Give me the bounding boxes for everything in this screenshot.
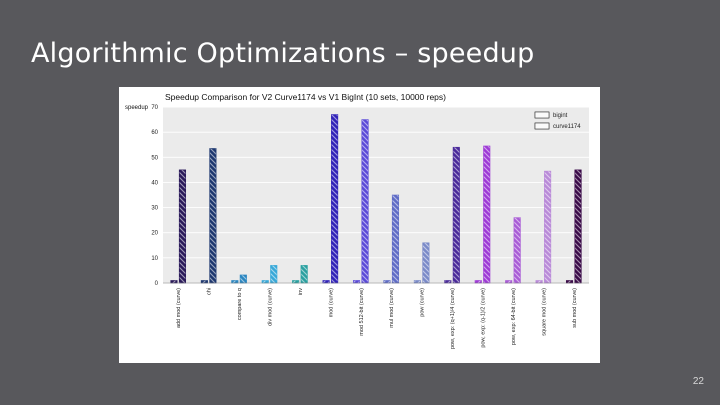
bar-bigint bbox=[352, 280, 361, 284]
x-tick-label: mul mod (curve) bbox=[389, 288, 395, 328]
y-tick-label: 60 bbox=[151, 130, 158, 136]
bar-curve1174 bbox=[544, 170, 552, 284]
x-tick-label: square mod (curve) bbox=[541, 288, 547, 336]
y-tick-label: 70 bbox=[151, 105, 158, 111]
bar-curve1174 bbox=[513, 217, 521, 284]
bar-curve1174 bbox=[178, 169, 187, 284]
legend-label: bigint bbox=[553, 113, 568, 119]
legend-swatch-hatch bbox=[534, 122, 550, 130]
bar-curve1174 bbox=[270, 265, 278, 284]
x-tick-label: add mod (curve) bbox=[176, 288, 182, 328]
bar-bigint bbox=[200, 280, 208, 284]
x-tick-label: pow, exp: 64-bit (curve) bbox=[511, 288, 517, 345]
bar-curve1174 bbox=[209, 148, 217, 284]
y-tick-label: 0 bbox=[155, 281, 159, 287]
x-tick-label: mod 512-bit (curve) bbox=[359, 288, 365, 336]
bar-curve1174 bbox=[361, 119, 369, 284]
plot-area bbox=[163, 107, 589, 283]
bar-curve1174 bbox=[422, 242, 430, 284]
chart-panel: Speedup Comparison for V2 Curve1174 vs V… bbox=[119, 87, 600, 363]
x-tick-label: compare to q bbox=[237, 288, 243, 320]
bar-bigint bbox=[231, 280, 239, 284]
y-axis-label: speedup bbox=[125, 105, 149, 111]
bar-bigint bbox=[444, 280, 452, 284]
x-tick-label: sub mod (curve) bbox=[572, 288, 578, 328]
bar-bigint bbox=[535, 280, 543, 284]
y-tick-label: 20 bbox=[151, 231, 158, 237]
bar-bigint bbox=[505, 280, 513, 284]
page-number: 22 bbox=[692, 376, 704, 387]
x-tick-label: chi bbox=[207, 288, 213, 295]
x-tick-label: pow, exp: (q+1)/4 (curve) bbox=[450, 288, 456, 349]
y-tick-label: 10 bbox=[151, 256, 158, 262]
y-tick-label: 30 bbox=[151, 206, 158, 212]
bar-bigint bbox=[474, 280, 482, 284]
bar-curve1174 bbox=[331, 114, 339, 284]
bar-curve1174 bbox=[483, 145, 491, 284]
bar-bigint bbox=[261, 280, 269, 284]
speedup-bar-chart: Speedup Comparison for V2 Curve1174 vs V… bbox=[125, 92, 589, 349]
bar-bigint bbox=[565, 280, 574, 284]
x-tick-label: mod (curve) bbox=[328, 288, 334, 318]
legend-swatch-hatch bbox=[534, 111, 550, 119]
bar-bigint bbox=[170, 280, 178, 284]
chart-title: Speedup Comparison for V2 Curve1174 vs V… bbox=[165, 92, 446, 102]
y-tick-label: 50 bbox=[151, 155, 158, 161]
bar-bigint bbox=[383, 280, 391, 284]
x-tick-label: pow (curve) bbox=[420, 288, 426, 317]
bar-bigint bbox=[322, 280, 330, 284]
bar-curve1174 bbox=[391, 194, 400, 284]
bar-curve1174 bbox=[452, 146, 460, 284]
legend-label: curve1174 bbox=[553, 124, 581, 130]
bar-bigint bbox=[413, 280, 421, 284]
x-tick-label: div mod (curve) bbox=[268, 288, 274, 326]
bar-bigint bbox=[292, 280, 300, 284]
x-tick-label: inv bbox=[298, 288, 304, 295]
x-tick-label: pow, exp: (q-1)/2 (curve) bbox=[481, 288, 487, 348]
bar-curve1174 bbox=[574, 169, 582, 284]
bar-curve1174 bbox=[239, 274, 247, 284]
bar-curve1174 bbox=[300, 265, 308, 284]
slide-title: Algorithmic Optimizations – speedup bbox=[31, 38, 535, 69]
y-tick-label: 40 bbox=[151, 180, 158, 186]
